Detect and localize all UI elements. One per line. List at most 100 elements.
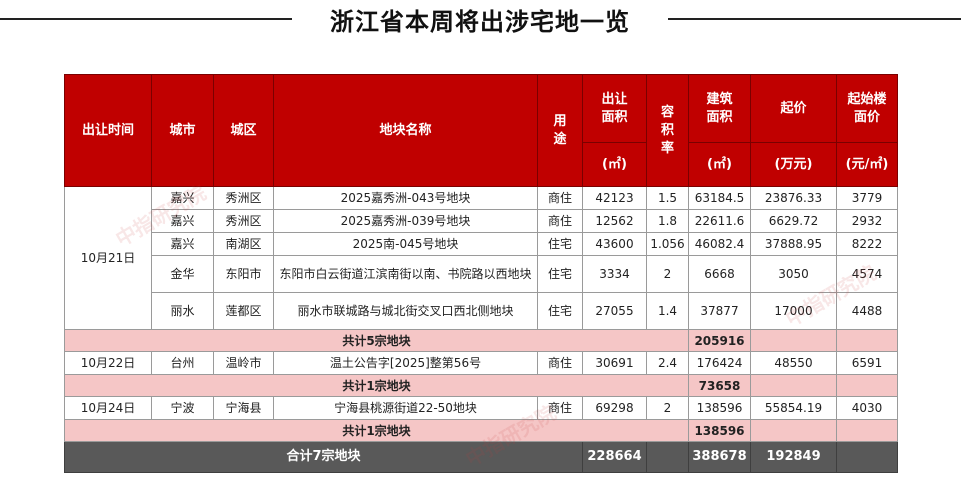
header-area: 出让面积 [582, 74, 647, 143]
subtotal-empty [836, 419, 898, 442]
table-row: 10月22日 台州 温岭市 温土公告字[2025]整第56号 商住 30691 … [64, 351, 898, 375]
floor-cell: 4574 [836, 255, 898, 293]
price-cell: 37888.95 [750, 232, 837, 256]
table-row: 10月24日 宁波 宁海县 宁海县桃源街道22-50地块 商住 69298 2 … [64, 396, 898, 420]
build-cell: 46082.4 [688, 232, 751, 256]
header-district: 城区 [213, 74, 274, 187]
district-cell: 温岭市 [213, 351, 274, 375]
city-cell: 嘉兴 [151, 186, 214, 210]
total-area: 228664 [582, 441, 647, 473]
city-cell: 嘉兴 [151, 232, 214, 256]
plot-cell: 温土公告字[2025]整第56号 [273, 351, 538, 375]
total-build: 388678 [688, 441, 751, 473]
date-cell: 10月21日 [64, 186, 152, 330]
table-row: 丽水 莲都区 丽水市联城路与城北街交叉口西北侧地块 住宅 27055 1.4 3… [65, 292, 898, 330]
district-cell: 宁海县 [213, 396, 274, 420]
plot-cell: 东阳市白云街道江滨南街以南、书院路以西地块 [273, 255, 538, 293]
area-cell: 27055 [582, 292, 647, 330]
subtotal-row: 共计5宗地块 205916 [64, 329, 898, 352]
use-cell: 住宅 [537, 232, 583, 256]
title-divider-right [668, 18, 961, 20]
area-cell: 3334 [582, 255, 647, 293]
far-cell: 1.5 [646, 186, 689, 210]
area-cell: 30691 [582, 351, 647, 375]
date-cell: 10月22日 [64, 351, 152, 375]
price-cell: 55854.19 [750, 396, 837, 420]
header-floor-price-unit: (元/㎡) [836, 142, 898, 187]
subtotal-empty [836, 374, 898, 397]
header-build-area: 建筑面积 [688, 74, 751, 143]
land-table: 出让时间 城市 城区 地块名称 用途 出让面积 容积率 建筑面积 起价 起始楼面… [64, 74, 898, 473]
subtotal-row: 共计1宗地块 73658 [64, 374, 898, 397]
plot-cell: 2025嘉秀洲-043号地块 [273, 186, 538, 210]
far-cell: 1.4 [646, 292, 689, 330]
far-cell: 2 [646, 255, 689, 293]
subtotal-empty [836, 329, 898, 352]
district-cell: 莲都区 [213, 292, 274, 330]
city-cell: 宁波 [151, 396, 214, 420]
price-cell: 6629.72 [750, 209, 837, 233]
floor-cell: 4030 [836, 396, 898, 420]
area-cell: 12562 [582, 209, 647, 233]
build-cell: 138596 [688, 396, 751, 420]
subtotal-row: 共计1宗地块 138596 [64, 419, 898, 442]
build-cell: 176424 [688, 351, 751, 375]
build-cell: 37877 [688, 292, 751, 330]
subtotal-label: 共计1宗地块 [64, 419, 689, 442]
table-row: 嘉兴 秀洲区 2025嘉秀洲-039号地块 商住 12562 1.8 22611… [65, 209, 898, 233]
header-date: 出让时间 [64, 74, 152, 187]
price-cell: 3050 [750, 255, 837, 293]
header-city: 城市 [151, 74, 214, 187]
header-area-unit: (㎡) [582, 142, 647, 187]
use-cell: 住宅 [537, 255, 583, 293]
total-empty [646, 441, 689, 473]
city-cell: 嘉兴 [151, 209, 214, 233]
total-label: 合计7宗地块 [64, 441, 583, 473]
floor-cell: 3779 [836, 186, 898, 210]
area-cell: 42123 [582, 186, 647, 210]
price-cell: 23876.33 [750, 186, 837, 210]
build-cell: 6668 [688, 255, 751, 293]
area-cell: 43600 [582, 232, 647, 256]
build-cell: 63184.5 [688, 186, 751, 210]
total-row: 合计7宗地块 228664 388678 192849 [64, 441, 898, 473]
city-cell: 丽水 [151, 292, 214, 330]
price-cell: 17000 [750, 292, 837, 330]
total-price: 192849 [750, 441, 837, 473]
table-row: 金华 东阳市 东阳市白云街道江滨南街以南、书院路以西地块 住宅 3334 2 6… [65, 255, 898, 293]
district-cell: 南湖区 [213, 232, 274, 256]
header-floor-price: 起始楼面价 [836, 74, 898, 143]
subtotal-build: 138596 [688, 419, 751, 442]
far-cell: 2.4 [646, 351, 689, 375]
table-header: 出让时间 城市 城区 地块名称 用途 出让面积 容积率 建筑面积 起价 起始楼面… [64, 74, 898, 187]
area-cell: 69298 [582, 396, 647, 420]
use-cell: 商住 [537, 396, 583, 420]
far-cell: 2 [646, 396, 689, 420]
subtotal-empty [750, 374, 837, 397]
use-cell: 商住 [537, 209, 583, 233]
build-cell: 22611.6 [688, 209, 751, 233]
plot-cell: 2025嘉秀洲-039号地块 [273, 209, 538, 233]
floor-cell: 4488 [836, 292, 898, 330]
floor-cell: 6591 [836, 351, 898, 375]
district-cell: 秀洲区 [213, 186, 274, 210]
district-cell: 秀洲区 [213, 209, 274, 233]
plot-cell: 宁海县桃源街道22-50地块 [273, 396, 538, 420]
plot-cell: 丽水市联城路与城北街交叉口西北侧地块 [273, 292, 538, 330]
use-cell: 商住 [537, 186, 583, 210]
far-cell: 1.8 [646, 209, 689, 233]
header-far: 容积率 [646, 74, 689, 187]
subtotal-empty [750, 419, 837, 442]
table-row: 10月21日 嘉兴 秀洲区 2025嘉秀洲-043号地块 商住 42123 1.… [64, 186, 898, 330]
floor-cell: 2932 [836, 209, 898, 233]
header-start-price: 起价 [750, 74, 837, 143]
subtotal-label: 共计5宗地块 [64, 329, 689, 352]
header-plot: 地块名称 [273, 74, 538, 187]
title-divider-left [0, 18, 292, 20]
subtotal-label: 共计1宗地块 [64, 374, 689, 397]
title-bar: 浙江省本周将出涉宅地一览 [0, 0, 961, 44]
use-cell: 住宅 [537, 292, 583, 330]
district-cell: 东阳市 [213, 255, 274, 293]
city-cell: 台州 [151, 351, 214, 375]
total-empty [836, 441, 898, 473]
